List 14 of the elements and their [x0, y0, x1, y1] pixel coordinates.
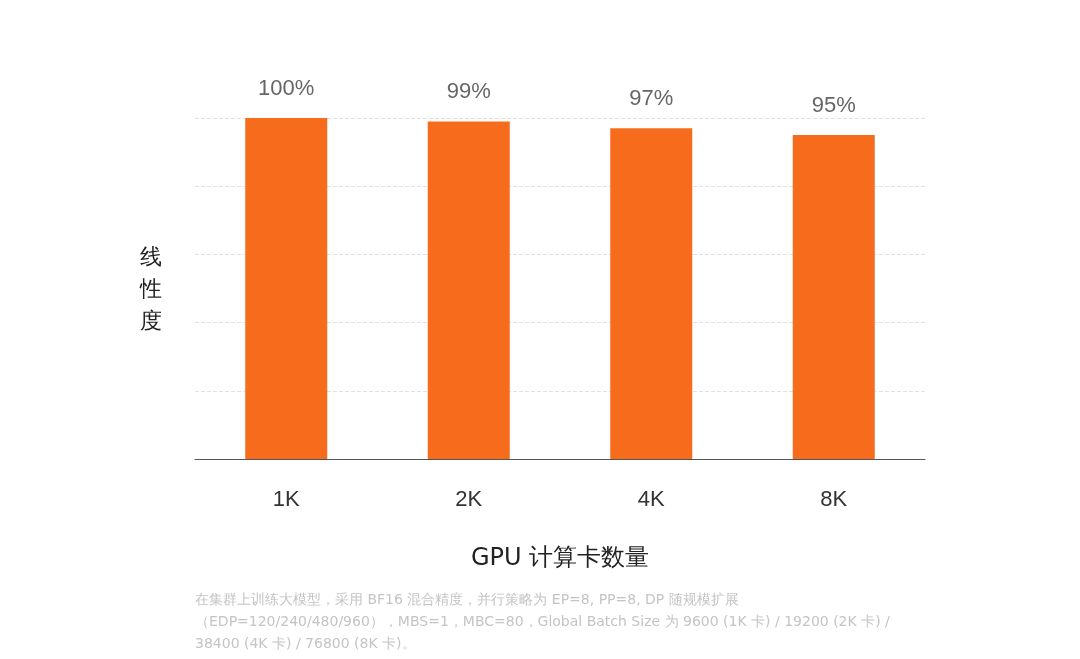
data-label: 97% [629, 84, 674, 110]
bar [792, 135, 875, 459]
x-axis-title: GPU 计算卡数量 [470, 543, 650, 571]
x-tick-label: 2K [455, 485, 483, 511]
data-label: 99% [446, 77, 491, 103]
x-tick-label: 1K [272, 485, 301, 511]
x-tick-label: 4K [637, 485, 666, 511]
bar [245, 118, 328, 459]
data-label: 95% [811, 91, 856, 117]
y-axis-title: 线性度 [139, 244, 162, 333]
bar [610, 128, 693, 459]
bar [427, 121, 510, 459]
data-label: 100% [258, 74, 315, 100]
x-tick-label: 8K [820, 485, 848, 511]
